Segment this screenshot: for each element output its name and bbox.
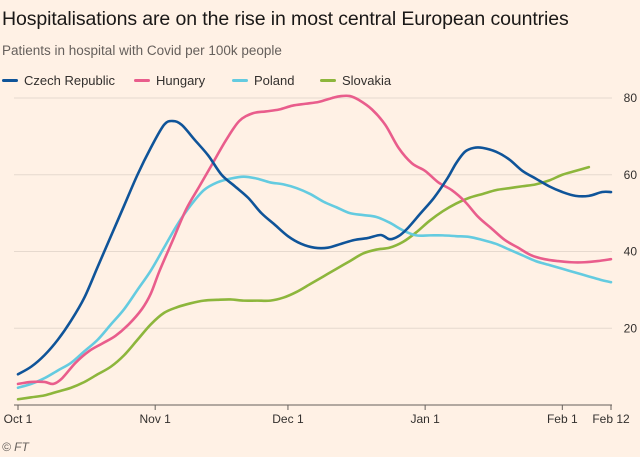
series-line-czech-republic [16,119,613,376]
series-line-slovakia [16,165,591,401]
y-tick-label-80: 80 [624,91,638,105]
source-credit: © FT [2,440,29,454]
x-tick-label-4: Feb 1 [547,412,578,426]
legend-label-hungary: Hungary [156,73,206,88]
legend-swatch-poland [232,79,248,82]
series-line-hungary [16,94,613,386]
y-tick-label-60: 60 [624,168,638,182]
series-line-poland [16,175,613,390]
legend-swatch-slovakia [320,79,336,82]
legend-label-poland: Poland [254,73,295,88]
y-tick-label-20: 20 [624,321,638,335]
chart-subtitle: Patients in hospital with Covid per 100k… [2,43,282,58]
chart-title: Hospitalisations are on the rise in most… [2,8,569,30]
legend-label-slovakia: Slovakia [342,73,392,88]
legend-item-hungary: Hungary [134,73,205,88]
x-tick-label-0: Oct 1 [4,412,33,426]
legend-label-czech-republic: Czech Republic [24,73,116,88]
legend-swatch-hungary [134,79,150,82]
x-tick-label-5: Feb 12 [592,412,630,426]
legend-item-slovakia: Slovakia [320,73,391,88]
legend-item-poland: Poland [232,73,294,88]
legend-item-czech-republic: Czech Republic [2,73,115,88]
x-tick-label-1: Nov 1 [140,412,172,426]
axis-layer: 20 40 60 80 Oct 1 Nov 1 Dec 1 Jan 1 Feb 1 Feb 12 [4,91,638,426]
grid-layer [14,97,612,329]
x-tick-label-3: Jan 1 [410,412,440,426]
series-layer [16,94,613,401]
x-tick-label-2: Dec 1 [272,412,304,426]
legend-swatch-czech-republic [2,79,18,82]
y-tick-label-40: 40 [624,245,638,259]
